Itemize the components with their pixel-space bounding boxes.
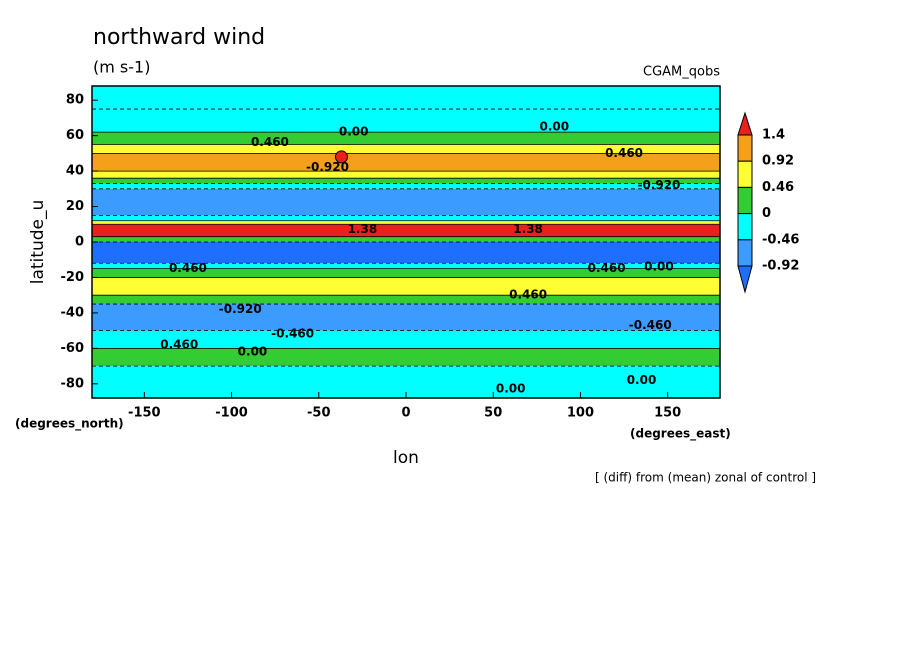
contour-label: 0.460 xyxy=(588,261,626,275)
colorbar-segment xyxy=(737,186,753,215)
colorbar-label: 0.92 xyxy=(762,154,794,169)
contour-band xyxy=(92,153,720,172)
contour-band xyxy=(92,86,720,110)
contour-label: -0.920 xyxy=(306,160,349,174)
colorbar-bottom xyxy=(737,265,753,294)
chart-subtitle: (m s-1) xyxy=(93,58,150,77)
contour-band xyxy=(92,295,720,305)
contour-band xyxy=(92,277,720,296)
contour-band xyxy=(92,183,720,189)
colorbar-segment xyxy=(737,134,753,162)
colorbar-segment xyxy=(737,160,753,188)
contour-band xyxy=(92,220,720,225)
contour-label: -0.920 xyxy=(637,178,680,192)
contour-band xyxy=(92,348,720,367)
contour-label: 1.38 xyxy=(513,222,543,236)
contour-band xyxy=(92,268,720,278)
colorbar-label: -0.46 xyxy=(762,232,799,247)
y-tick-label: 60 xyxy=(66,128,84,143)
contour-label: -0.460 xyxy=(271,327,314,341)
contour-label: 0.00 xyxy=(238,344,268,358)
contour-band xyxy=(92,132,720,145)
colorbar-top xyxy=(737,111,753,136)
x-axis-label: lon xyxy=(393,448,419,468)
contour-band xyxy=(92,236,720,242)
x-tick-label: 100 xyxy=(567,406,594,421)
x-tick-label: 0 xyxy=(401,406,410,421)
colorbar-segment xyxy=(737,213,753,241)
contour-label: 0.00 xyxy=(496,382,526,396)
footnote: [ (diff) from (mean) zonal of control ] xyxy=(595,471,816,485)
y-tick-label: -60 xyxy=(61,341,85,356)
y-tick-label: 0 xyxy=(75,235,84,250)
contour-label: 0.460 xyxy=(509,288,547,302)
marker xyxy=(334,150,348,164)
contour-band xyxy=(92,144,720,154)
contour-band xyxy=(92,215,720,221)
contour-label: -0.920 xyxy=(219,302,262,316)
x-tick-label: 150 xyxy=(654,406,681,421)
contour-band xyxy=(92,178,720,184)
run-label: CGAM_qobs xyxy=(643,65,720,80)
x-tick-label: -50 xyxy=(307,406,331,421)
y-tick-label: 80 xyxy=(66,93,84,108)
contour-label: 0.460 xyxy=(605,146,643,160)
chart-title: northward wind xyxy=(93,25,265,50)
y-tick-label: -40 xyxy=(61,305,85,320)
colorbar-label: 0 xyxy=(762,206,771,221)
contour-label: 0.00 xyxy=(644,259,674,273)
contour-band xyxy=(92,330,720,349)
contour-band xyxy=(92,171,720,179)
x-units: (degrees_east) xyxy=(630,427,731,442)
contour-label: 0.460 xyxy=(169,261,207,275)
y-tick-label: 20 xyxy=(66,199,84,214)
colorbar-label: -0.92 xyxy=(762,259,799,274)
y-axis-label: latitude_u xyxy=(28,200,48,285)
colorbar-label: 0.46 xyxy=(762,180,794,195)
contour-band xyxy=(92,242,720,264)
contour-label: 0.460 xyxy=(160,337,198,351)
y-units: (degrees_north) xyxy=(15,417,124,432)
colorbar-segment xyxy=(737,239,753,267)
contour-label: 0.00 xyxy=(539,119,569,133)
contour-band xyxy=(92,263,720,269)
contour-label: 0.00 xyxy=(627,373,657,387)
y-tick-label: -80 xyxy=(61,376,85,391)
contour-band xyxy=(92,224,720,237)
contour-band xyxy=(92,188,720,216)
x-tick-label: -100 xyxy=(215,406,248,421)
contour-band xyxy=(92,304,720,331)
y-tick-label: 40 xyxy=(66,164,84,179)
x-tick-label: 50 xyxy=(484,406,502,421)
x-tick-label: -150 xyxy=(128,406,161,421)
colorbar-label: 1.4 xyxy=(762,128,785,143)
y-tick-label: -20 xyxy=(61,270,85,285)
contour-label: 1.38 xyxy=(348,222,378,236)
contour-band xyxy=(92,109,720,133)
contour-label: 0.460 xyxy=(251,135,289,149)
contour-label: 0.00 xyxy=(339,125,369,139)
contour-label: -0.460 xyxy=(629,318,672,332)
